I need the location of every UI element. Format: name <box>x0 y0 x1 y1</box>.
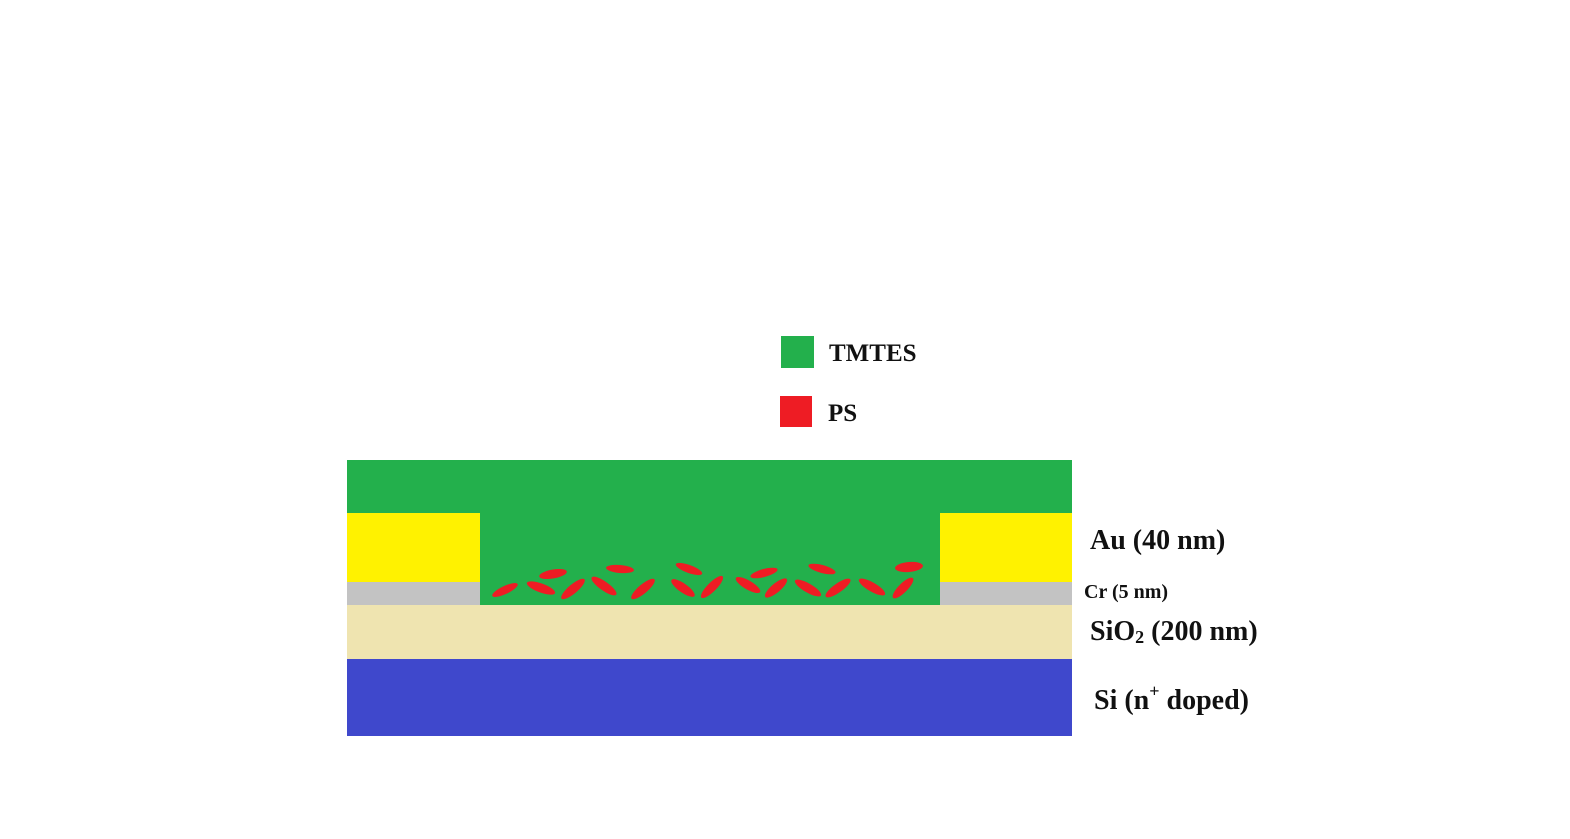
sio2-label-suffix: (200 nm) <box>1144 616 1258 647</box>
ps-domain <box>539 568 567 580</box>
si-label-text: Si (n <box>1094 685 1150 716</box>
ps-domain <box>675 562 703 576</box>
legend-label-tmtes: TMTES <box>829 340 917 367</box>
au-electrode-right <box>940 513 1072 582</box>
ps-domain <box>858 578 886 596</box>
ps-domain <box>895 561 923 573</box>
legend-swatch-tmtes <box>781 336 814 368</box>
au-label-text: Au (40 nm) <box>1090 525 1226 556</box>
sio2-subscript: 2 <box>1135 627 1145 647</box>
sio2-label-text: SiO <box>1090 616 1136 647</box>
ps-domain <box>764 578 788 598</box>
cr-layer-left <box>347 582 480 605</box>
sio2-layer <box>347 605 1072 659</box>
cr-layer-label: Cr (5 nm) <box>1084 582 1168 602</box>
ps-domain <box>700 575 724 599</box>
tmtes-film <box>347 460 1072 605</box>
cr-layer-right <box>940 582 1072 605</box>
legend-item-tmtes: TMTES <box>781 336 917 368</box>
si-substrate-layer <box>347 659 1072 736</box>
ps-domain <box>591 576 617 596</box>
sio2-layer-label: SiO2 (200 nm) <box>1090 616 1258 647</box>
ps-domain <box>492 583 518 597</box>
si-superscript: + <box>1149 681 1160 701</box>
au-electrode-left <box>347 513 480 582</box>
ps-domain <box>631 578 655 600</box>
ps-domain <box>561 578 585 600</box>
legend-item-ps: PS <box>780 396 857 427</box>
ps-domain <box>808 563 836 575</box>
ps-domain <box>606 564 634 574</box>
ps-domain <box>735 576 761 594</box>
ps-domain <box>750 567 778 579</box>
legend-swatch-ps <box>780 396 812 427</box>
cr-label-text: Cr (5 nm) <box>1084 581 1169 603</box>
ps-domain <box>794 579 822 597</box>
ps-domains <box>492 561 923 600</box>
au-layer-label: Au (40 nm) <box>1090 527 1225 555</box>
ps-domain <box>825 578 851 598</box>
si-label-suffix: doped) <box>1159 685 1249 716</box>
si-layer-label: Si (n+ doped) <box>1094 682 1249 715</box>
ps-domain <box>892 577 914 599</box>
legend-label-ps: PS <box>828 400 858 427</box>
ps-domain <box>671 579 695 597</box>
ps-domain <box>526 581 556 595</box>
